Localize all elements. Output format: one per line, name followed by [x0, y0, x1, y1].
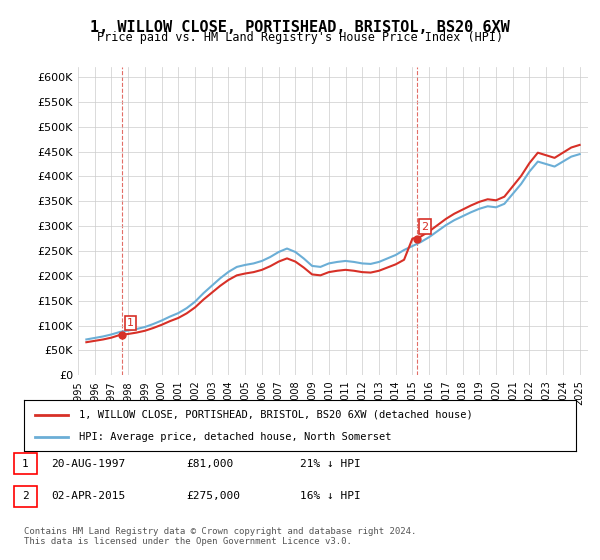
- Text: £81,000: £81,000: [186, 459, 233, 469]
- Text: 20-AUG-1997: 20-AUG-1997: [51, 459, 125, 469]
- Text: 1: 1: [22, 459, 29, 469]
- Text: 1, WILLOW CLOSE, PORTISHEAD, BRISTOL, BS20 6XW (detached house): 1, WILLOW CLOSE, PORTISHEAD, BRISTOL, BS…: [79, 409, 473, 419]
- Text: £275,000: £275,000: [186, 491, 240, 501]
- Text: Price paid vs. HM Land Registry's House Price Index (HPI): Price paid vs. HM Land Registry's House …: [97, 31, 503, 44]
- Text: 21% ↓ HPI: 21% ↓ HPI: [300, 459, 361, 469]
- Text: 1, WILLOW CLOSE, PORTISHEAD, BRISTOL, BS20 6XW: 1, WILLOW CLOSE, PORTISHEAD, BRISTOL, BS…: [90, 20, 510, 35]
- Text: 2: 2: [422, 222, 429, 232]
- Text: 16% ↓ HPI: 16% ↓ HPI: [300, 491, 361, 501]
- Text: Contains HM Land Registry data © Crown copyright and database right 2024.
This d: Contains HM Land Registry data © Crown c…: [24, 526, 416, 546]
- Text: 2: 2: [22, 491, 29, 501]
- Text: 1: 1: [127, 318, 134, 328]
- Text: 02-APR-2015: 02-APR-2015: [51, 491, 125, 501]
- Text: HPI: Average price, detached house, North Somerset: HPI: Average price, detached house, Nort…: [79, 432, 392, 442]
